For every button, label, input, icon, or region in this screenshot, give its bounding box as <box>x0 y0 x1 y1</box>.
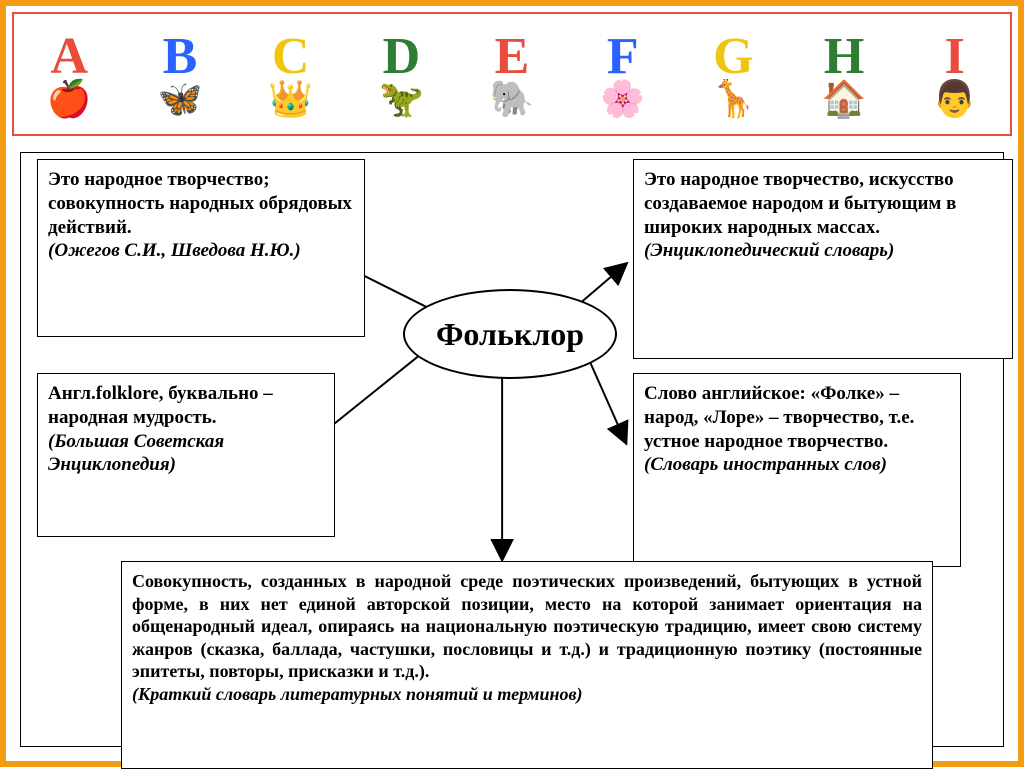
letter-char: C <box>272 31 310 83</box>
definition-body: Англ.folklore, буквально – народная мудр… <box>48 383 273 428</box>
definition-body: Слово английское: «Фолке» – народ, «Лоре… <box>644 383 914 452</box>
definition-source: (Энциклопедический словарь) <box>644 240 894 261</box>
letter-icon: 🦖 <box>379 81 424 117</box>
alphabet-letter-d: D🦖 <box>346 31 457 117</box>
letter-char: D <box>383 31 421 83</box>
letter-icon: 🏠 <box>822 81 867 117</box>
alphabet-letter-a: A🍎 <box>14 31 125 117</box>
letter-char: H <box>824 31 864 83</box>
diagram-center-oval: Фольклор <box>403 289 617 379</box>
letter-char: B <box>163 31 198 83</box>
definition-source: (Словарь иностранных слов) <box>644 454 887 475</box>
definition-source: (Краткий словарь литературных понятий и … <box>132 684 583 704</box>
alphabet-letter-b: B🦋 <box>125 31 236 117</box>
diagram-center-label: Фольклор <box>436 316 584 353</box>
definition-body: Это народное творчество, искусство созда… <box>644 169 956 238</box>
definition-box-encyclopedic: Это народное творчество, искусство созда… <box>633 159 1013 359</box>
letter-icon: 🦋 <box>158 81 203 117</box>
letter-icon: 👑 <box>268 81 313 117</box>
folklore-diagram: Фольклор Это народное творчество; совоку… <box>20 152 1004 747</box>
letter-icon: 🐘 <box>490 81 535 117</box>
definition-source: (Большая Советская Энциклопедия) <box>48 431 224 476</box>
definition-source: (Ожегов С.И., Шведова Н.Ю.) <box>48 240 301 261</box>
definition-box-literary-terms: Совокупность, созданных в народной среде… <box>121 561 933 769</box>
letter-icon: 🌸 <box>600 81 645 117</box>
definition-body: Совокупность, созданных в народной среде… <box>132 571 922 681</box>
alphabet-letter-h: H🏠 <box>789 31 900 117</box>
letter-icon: 👨 <box>932 81 977 117</box>
letter-char: G <box>713 31 753 83</box>
letter-char: E <box>495 31 530 83</box>
letter-char: A <box>51 31 89 83</box>
definition-box-soviet-encyc: Англ.folklore, буквально – народная мудр… <box>37 373 335 537</box>
alphabet-letter-f: F🌸 <box>567 31 678 117</box>
letter-icon: 🍎 <box>47 81 92 117</box>
alphabet-banner: A🍎B🦋C👑D🦖E🐘F🌸G🦒H🏠I👨 <box>12 12 1012 136</box>
letter-char: F <box>607 31 639 83</box>
definition-box-ozhegov: Это народное творчество; совокупность на… <box>37 159 365 337</box>
definition-body: Это народное творчество; совокупность на… <box>48 169 352 238</box>
definition-box-foreign-words: Слово английское: «Фолке» – народ, «Лоре… <box>633 373 961 567</box>
alphabet-letter-e: E🐘 <box>457 31 568 117</box>
alphabet-letter-i: I👨 <box>899 31 1010 117</box>
alphabet-letter-c: C👑 <box>235 31 346 117</box>
alphabet-letter-g: G🦒 <box>678 31 789 117</box>
letter-icon: 🦒 <box>711 81 756 117</box>
letter-char: I <box>945 31 965 83</box>
